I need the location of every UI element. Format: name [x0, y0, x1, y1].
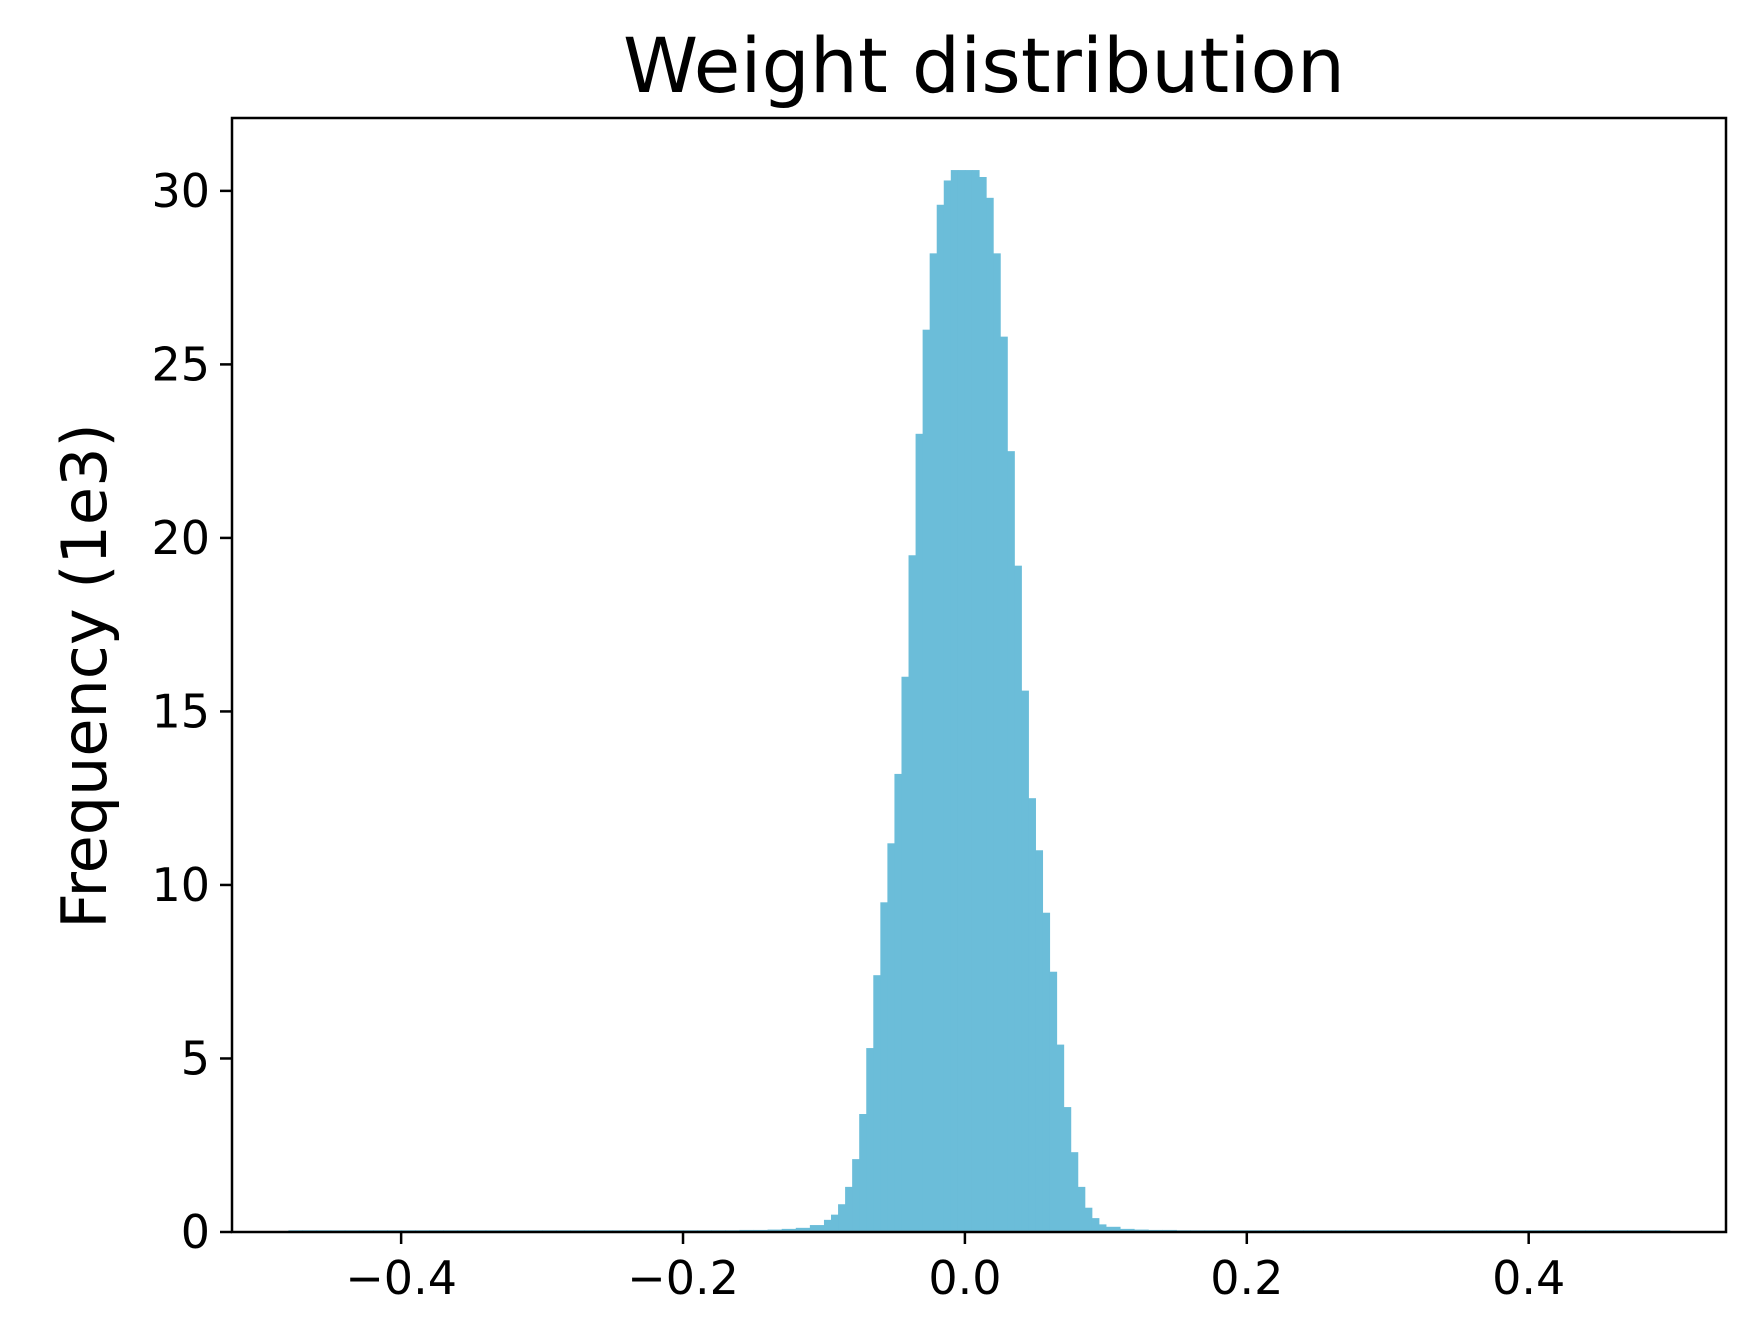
y-axis-label: Frequency (1e3): [48, 423, 121, 928]
histogram-bar: [901, 676, 910, 1232]
histogram-bar: [1091, 1218, 1100, 1232]
x-axis-ticks: −0.4 −0.2 0.0 0.2 0.4: [345, 1232, 1565, 1305]
histogram-bar: [1035, 850, 1044, 1232]
histogram-bar: [1119, 1228, 1135, 1232]
y-tick-label: 30: [151, 164, 210, 218]
x-tick-label: −0.4: [345, 1251, 457, 1305]
y-tick-label: 5: [181, 1031, 210, 1085]
histogram-bar: [971, 170, 980, 1232]
histogram-bar: [993, 253, 1001, 1233]
histogram-bar: [1105, 1226, 1121, 1232]
histogram-bar: [859, 1114, 867, 1232]
histogram-bar: [1098, 1224, 1107, 1232]
histogram-bar: [845, 1186, 853, 1232]
histogram-bar: [964, 170, 973, 1232]
plot-frame: [230, 116, 1728, 1234]
histogram-bar: [781, 1228, 797, 1232]
y-axis-ticks: 0 5 10 15 20 25 30: [151, 164, 232, 1259]
y-tick-label: 20: [151, 511, 210, 565]
histogram-bar: [1084, 1207, 1093, 1232]
histogram-bar: [936, 204, 945, 1232]
histogram-bar: [887, 843, 896, 1232]
histogram-bar: [1021, 690, 1029, 1232]
histogram-bar: [1042, 912, 1051, 1232]
x-tick-label: −0.2: [627, 1251, 739, 1305]
histogram-bar: [986, 197, 994, 1232]
histogram-bar: [1063, 1107, 1072, 1232]
histogram-bar: [1077, 1186, 1086, 1232]
y-tick-label: 25: [151, 337, 210, 391]
histogram-bar: [880, 902, 888, 1232]
x-tick-label: 0.0: [928, 1251, 1001, 1305]
histogram-bar: [929, 253, 938, 1233]
histogram-bar: [894, 773, 903, 1232]
histogram-bar: [1056, 1044, 1065, 1232]
histogram-bar: [795, 1227, 811, 1232]
histogram-bar: [838, 1204, 846, 1232]
histogram-bar: [1007, 451, 1015, 1232]
x-tick-label: 0.4: [1492, 1251, 1565, 1305]
histogram-bar: [943, 180, 952, 1233]
histogram-bar: [922, 329, 931, 1232]
histogram-bars: [288, 170, 1671, 1233]
histogram-bar: [957, 170, 966, 1232]
x-tick-label: 0.2: [1210, 1251, 1283, 1305]
histogram-bar: [852, 1159, 860, 1232]
histogram-bar: [1049, 971, 1058, 1232]
histogram-bar: [1000, 336, 1008, 1232]
y-tick-label: 10: [151, 858, 210, 912]
histogram-bar: [1014, 565, 1022, 1232]
histogram-bar: [809, 1225, 825, 1232]
histogram-bar: [1070, 1152, 1079, 1232]
histogram-bar: [873, 975, 881, 1232]
histogram-bar: [831, 1214, 839, 1232]
chart-title: Weight distribution: [623, 21, 1345, 110]
histogram-bar: [950, 170, 959, 1232]
y-tick-label: 15: [151, 684, 210, 738]
histogram-bar: [823, 1219, 832, 1232]
histogram-bar: [1028, 798, 1036, 1232]
histogram-bar: [979, 177, 987, 1232]
y-tick-label: 0: [181, 1205, 210, 1259]
histogram-bar: [866, 1048, 874, 1232]
histogram-bar: [915, 433, 924, 1232]
histogram-bar: [908, 555, 917, 1232]
